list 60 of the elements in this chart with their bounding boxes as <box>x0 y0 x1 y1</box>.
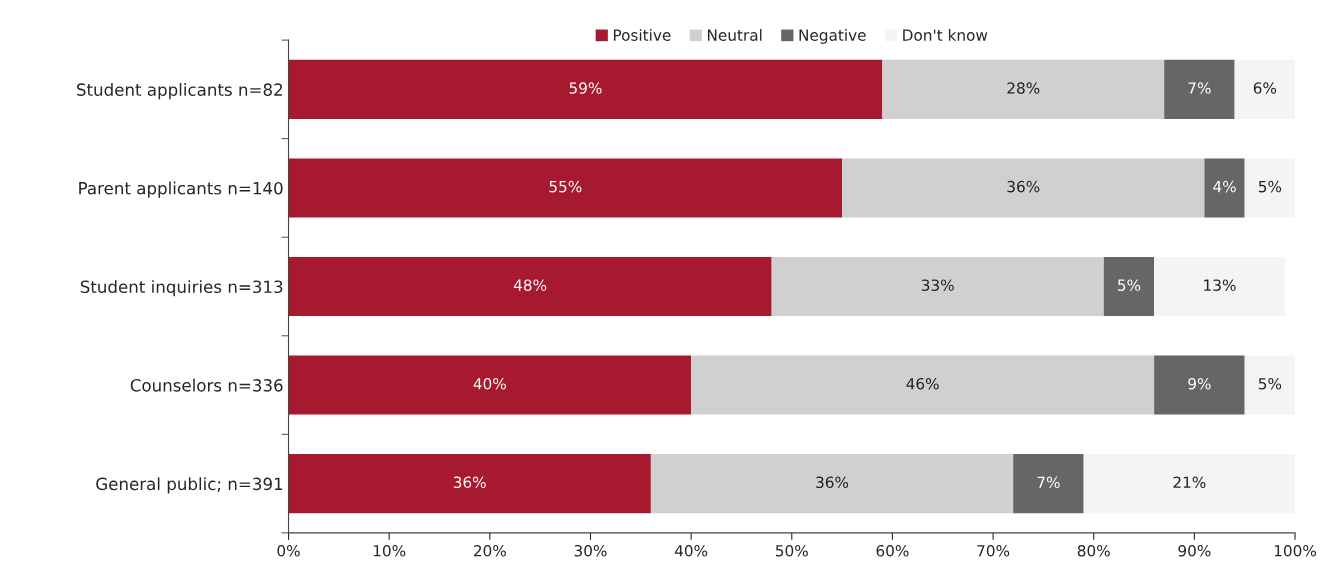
data-label: 28% <box>1007 82 1040 94</box>
data-label: 36% <box>453 476 486 489</box>
y-tick-label: Student applicants n=82 <box>77 83 282 100</box>
bar <box>288 454 651 514</box>
y-tick-label: Counselors n=336 <box>130 378 283 392</box>
bar <box>771 256 1104 317</box>
bar <box>691 355 1155 415</box>
data-label: 4% <box>1213 180 1236 193</box>
data-label: 33% <box>921 279 954 291</box>
data-label: 48% <box>513 279 547 291</box>
data-label: 5% <box>1258 180 1282 193</box>
bar <box>1083 454 1296 514</box>
bar <box>1103 256 1155 317</box>
legend-label: Don't know <box>903 29 988 41</box>
bar <box>1013 454 1084 514</box>
data-label: 5% <box>1258 377 1282 390</box>
bar <box>1164 59 1235 119</box>
legend-label: Positive <box>613 29 671 41</box>
data-label: 7% <box>1188 82 1211 94</box>
x-tick-label: 80% <box>1077 544 1110 557</box>
data-label: 59% <box>569 82 602 94</box>
data-label: 55% <box>549 180 582 193</box>
bar <box>1154 355 1245 415</box>
data-label: 7% <box>1037 476 1060 489</box>
x-tick-label: 50% <box>775 544 808 557</box>
bar <box>842 158 1205 218</box>
x-tick-label: 30% <box>574 544 607 557</box>
bar <box>1244 158 1296 218</box>
bar <box>288 256 772 317</box>
y-tick-label: Student inquiries n=313 <box>80 280 283 297</box>
data-label: 5% <box>1118 279 1141 291</box>
bar <box>650 454 1014 514</box>
y-tick-label: General public; n=391 <box>96 477 283 494</box>
data-label: 6% <box>1253 82 1277 94</box>
data-label: 46% <box>906 377 939 390</box>
data-label: 40% <box>473 377 506 390</box>
x-tick-label: 20% <box>473 544 506 557</box>
x-tick-label: 40% <box>674 544 708 557</box>
x-tick-label: 100% <box>1274 544 1317 557</box>
data-label: 36% <box>816 476 849 489</box>
data-label: 13% <box>1204 279 1236 291</box>
x-tick-label: 60% <box>876 544 909 557</box>
x-tick-label: 10% <box>373 544 406 557</box>
legend-label: Negative <box>799 29 866 44</box>
data-label: 36% <box>1007 180 1040 193</box>
data-label: 21% <box>1173 476 1206 489</box>
bar <box>288 59 883 119</box>
bar <box>1244 355 1296 415</box>
bar <box>1154 256 1285 317</box>
bar <box>288 355 692 415</box>
legend-label: Neutral <box>707 29 762 41</box>
bar <box>1204 158 1245 218</box>
data-label: 9% <box>1188 377 1211 390</box>
bar <box>288 158 843 218</box>
x-tick-label: 70% <box>977 544 1010 557</box>
bar <box>1234 59 1296 119</box>
x-tick-label: 0% <box>277 544 300 557</box>
x-tick-label: 90% <box>1178 544 1211 557</box>
bar <box>882 59 1165 119</box>
y-tick-label: Parent applicants n=140 <box>79 181 283 198</box>
